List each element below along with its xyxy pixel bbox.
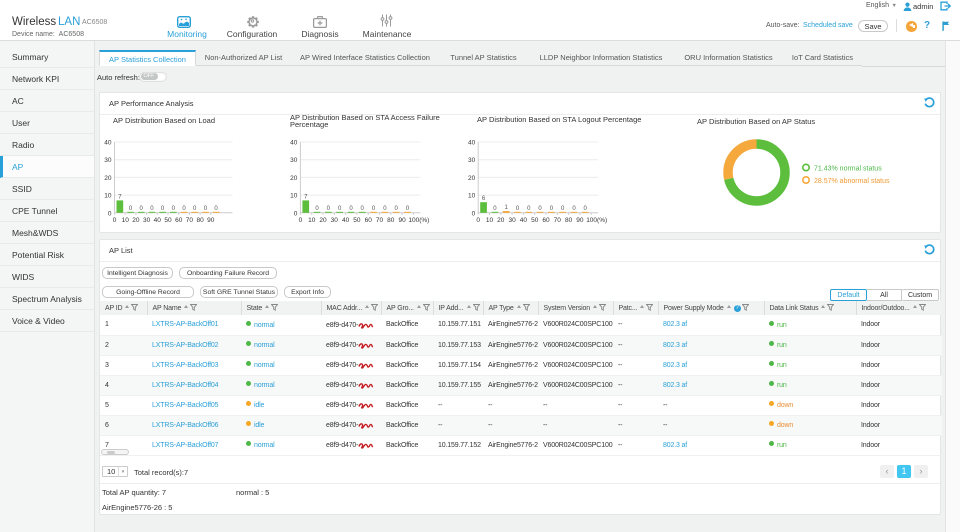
svg-text:100(%): 100(%) — [408, 217, 429, 224]
svg-text:0: 0 — [516, 206, 520, 212]
svg-text:0: 0 — [338, 206, 342, 212]
svg-text:70: 70 — [376, 217, 384, 224]
svg-text:30: 30 — [331, 217, 339, 224]
svg-text:50: 50 — [353, 217, 361, 224]
svg-text:20: 20 — [290, 175, 298, 182]
svg-text:60: 60 — [365, 217, 373, 224]
svg-text:28.57% abnormal status: 28.57% abnormal status — [814, 178, 890, 185]
svg-text:0: 0 — [527, 206, 531, 212]
svg-text:30: 30 — [468, 157, 476, 164]
svg-text:90: 90 — [576, 217, 584, 224]
svg-text:0: 0 — [327, 206, 331, 212]
svg-text:40: 40 — [520, 217, 528, 224]
svg-text:0: 0 — [395, 206, 399, 212]
svg-text:10: 10 — [486, 217, 494, 224]
svg-text:10: 10 — [290, 193, 298, 200]
svg-text:20: 20 — [132, 217, 140, 224]
svg-text:0: 0 — [383, 206, 387, 212]
svg-text:90: 90 — [207, 217, 215, 224]
svg-text:71.43% normal status: 71.43% normal status — [814, 166, 882, 173]
svg-text:30: 30 — [508, 217, 516, 224]
svg-text:6: 6 — [482, 196, 486, 202]
svg-text:7: 7 — [304, 194, 308, 200]
svg-text:20: 20 — [468, 175, 476, 182]
svg-text:0: 0 — [361, 206, 365, 212]
svg-text:40: 40 — [290, 140, 298, 147]
svg-text:0: 0 — [113, 217, 117, 224]
svg-text:100(%): 100(%) — [586, 217, 607, 224]
svg-text:0: 0 — [472, 210, 476, 217]
svg-text:0: 0 — [193, 206, 197, 212]
svg-text:0: 0 — [550, 206, 554, 212]
svg-text:0: 0 — [182, 206, 186, 212]
svg-text:60: 60 — [175, 217, 183, 224]
svg-text:1: 1 — [505, 205, 509, 211]
svg-text:50: 50 — [531, 217, 539, 224]
svg-text:0: 0 — [406, 206, 410, 212]
svg-text:80: 80 — [565, 217, 573, 224]
svg-text:40: 40 — [104, 140, 112, 147]
svg-text:40: 40 — [154, 217, 162, 224]
svg-text:10: 10 — [308, 217, 316, 224]
svg-text:0: 0 — [204, 206, 208, 212]
svg-text:0: 0 — [572, 206, 576, 212]
svg-text:70: 70 — [554, 217, 562, 224]
svg-text:10: 10 — [122, 217, 130, 224]
svg-text:0: 0 — [129, 206, 133, 212]
svg-text:7: 7 — [118, 194, 122, 200]
svg-text:70: 70 — [186, 217, 194, 224]
svg-text:0: 0 — [538, 206, 542, 212]
svg-text:0: 0 — [161, 206, 165, 212]
svg-text:0: 0 — [349, 206, 353, 212]
svg-text:0: 0 — [150, 206, 154, 212]
svg-text:0: 0 — [493, 206, 497, 212]
svg-text:40: 40 — [468, 140, 476, 147]
svg-text:50: 50 — [164, 217, 172, 224]
svg-text:20: 20 — [319, 217, 327, 224]
svg-text:0: 0 — [294, 210, 298, 217]
svg-text:60: 60 — [542, 217, 550, 224]
svg-text:0: 0 — [584, 206, 588, 212]
svg-text:30: 30 — [104, 157, 112, 164]
svg-text:80: 80 — [196, 217, 204, 224]
svg-text:10: 10 — [104, 193, 112, 200]
svg-text:20: 20 — [104, 175, 112, 182]
svg-text:0: 0 — [140, 206, 144, 212]
svg-text:30: 30 — [143, 217, 151, 224]
svg-text:90: 90 — [398, 217, 406, 224]
svg-text:40: 40 — [342, 217, 350, 224]
svg-text:0: 0 — [561, 206, 565, 212]
svg-text:0: 0 — [172, 206, 176, 212]
svg-text:0: 0 — [476, 217, 480, 224]
svg-text:0: 0 — [299, 217, 303, 224]
svg-text:0: 0 — [315, 206, 319, 212]
svg-text:80: 80 — [387, 217, 395, 224]
svg-text:20: 20 — [497, 217, 505, 224]
svg-text:0: 0 — [372, 206, 376, 212]
svg-text:30: 30 — [290, 157, 298, 164]
svg-text:0: 0 — [214, 206, 218, 212]
svg-text:0: 0 — [108, 210, 112, 217]
svg-text:10: 10 — [468, 193, 476, 200]
